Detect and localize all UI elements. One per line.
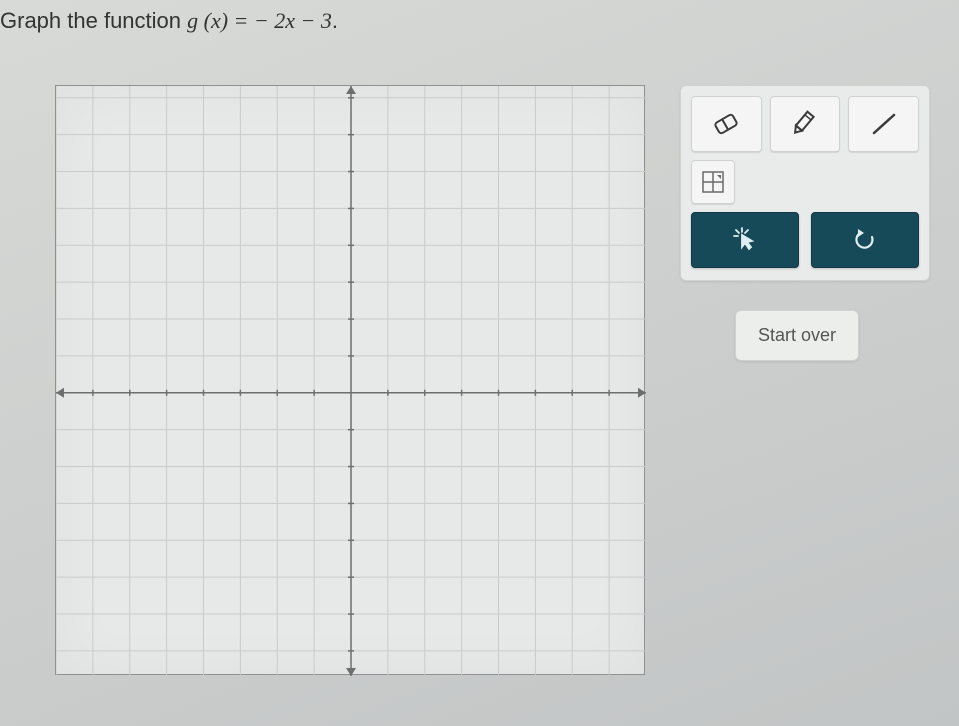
graph-grid [56, 86, 646, 676]
tool-row-2 [691, 160, 919, 204]
prompt-fn-name: g [187, 8, 198, 33]
line-tool-button[interactable] [848, 96, 919, 152]
action-row [691, 212, 919, 268]
tool-row-1 [691, 96, 919, 152]
prompt-fn-arg: x [211, 8, 221, 33]
prompt-prefix: Graph the function [0, 8, 187, 33]
eraser-tool-button[interactable] [691, 96, 762, 152]
submit-button[interactable] [691, 212, 799, 268]
prompt-suffix: . [332, 8, 338, 33]
undo-button[interactable] [811, 212, 919, 268]
start-over-wrap: Start over [735, 310, 859, 361]
pencil-tool-button[interactable] [770, 96, 841, 152]
question-prompt: Graph the function g (x) = − 2x − 3. [0, 8, 338, 34]
grid-tool-button[interactable] [691, 160, 735, 204]
drawing-toolbox [680, 85, 930, 281]
pencil-icon [787, 109, 823, 139]
prompt-fn-paren-close: ) = [221, 8, 254, 33]
cursor-click-icon [730, 225, 760, 255]
undo-icon [850, 225, 880, 255]
graph-canvas[interactable] [55, 85, 645, 675]
line-icon [866, 109, 902, 139]
eraser-icon [708, 110, 744, 138]
prompt-fn-paren: ( [198, 8, 211, 33]
grid-icon [699, 168, 727, 196]
prompt-fn-rhs: − 2x − 3 [254, 8, 332, 33]
start-over-button[interactable]: Start over [735, 310, 859, 361]
